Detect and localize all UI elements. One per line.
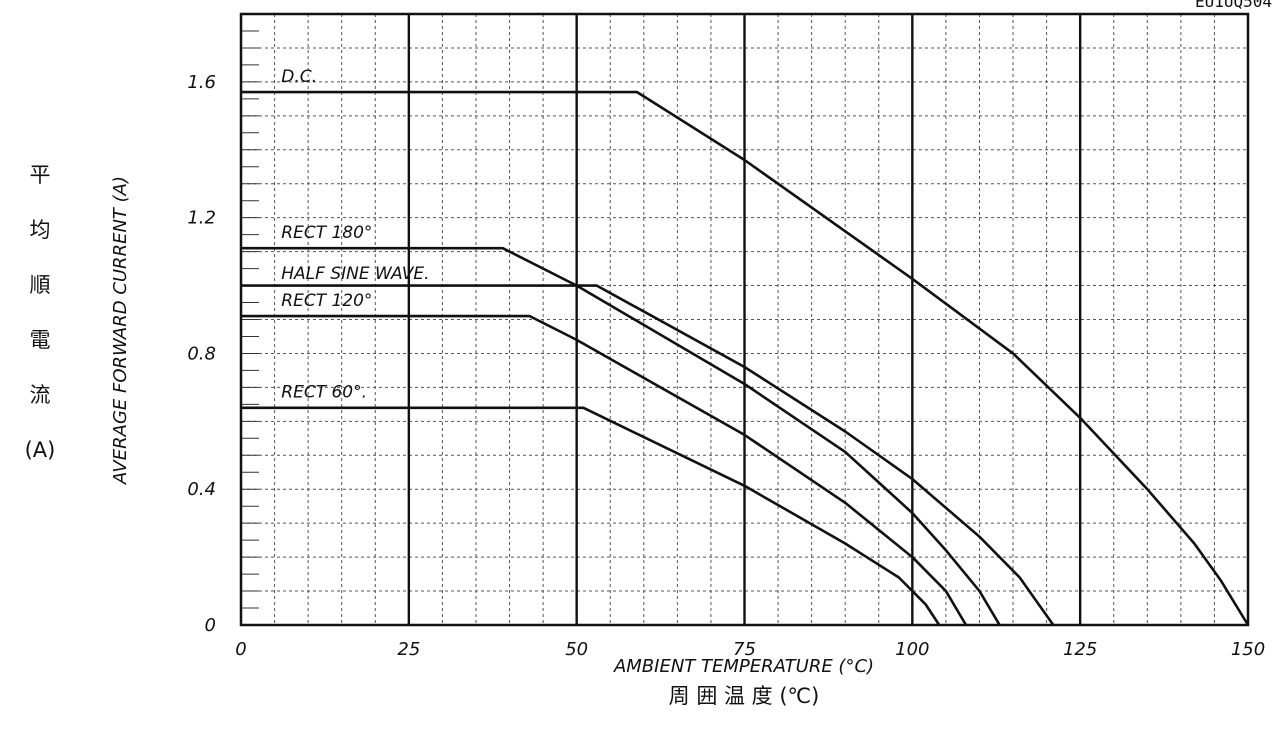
y-axis-title-jp-char-1: 平 bbox=[30, 163, 51, 187]
y-axis-title-jp-char-3: 順 bbox=[30, 273, 51, 297]
x-tick-label: 25 bbox=[397, 639, 420, 660]
y-axis-title-jp-char-4: 電 bbox=[30, 328, 51, 352]
y-axis-title-jp: 平 均 順 電 流 (A) bbox=[25, 163, 56, 462]
series-line-5 bbox=[241, 406, 941, 626]
y-tick-labels: 0 0.4 0.8 1.2 1.6 bbox=[187, 72, 216, 636]
x-tick-label: 75 bbox=[733, 639, 756, 660]
series-label-2: RECT 180° bbox=[281, 223, 372, 243]
series-label-4: RECT 120° bbox=[281, 291, 372, 311]
y-tick-label: 0.8 bbox=[187, 343, 216, 364]
x-tick-label: 50 bbox=[565, 639, 588, 660]
plot-frame bbox=[239, 12, 1250, 627]
series-line-4 bbox=[241, 314, 968, 626]
x-tick-label: 100 bbox=[895, 639, 929, 660]
y-axis-title-jp-char-5: 流 bbox=[30, 383, 51, 407]
x-tick-labels: 0 25 50 75 100 125 150 bbox=[235, 639, 1265, 660]
series-label-layer: D.C. RECT 180° HALF SINE WAVE. RECT 120° REC… bbox=[281, 67, 429, 403]
series-label-3: HALF SINE WAVE. bbox=[281, 264, 429, 284]
x-tick-label: 0 bbox=[235, 639, 246, 660]
y-axis-title-jp-unit: (A) bbox=[25, 438, 56, 462]
series-label-5: RECT 60°. bbox=[281, 383, 367, 403]
y-axis-title: AVERAGE FORWARD CURRENT (A) bbox=[110, 176, 131, 485]
x-axis-title-jp: 周 囲 温 度 (℃) bbox=[669, 684, 820, 708]
series-line-2 bbox=[241, 246, 1001, 626]
y-axis-title-jp-char-2: 均 bbox=[30, 218, 51, 242]
document-code: EU1UQ504 bbox=[1195, 0, 1272, 11]
y-tick-label: 1.2 bbox=[187, 208, 216, 229]
x-tick-label: 125 bbox=[1063, 639, 1097, 660]
series-layer bbox=[241, 90, 1250, 626]
y-tick-label: 1.6 bbox=[187, 72, 216, 93]
minor-grid bbox=[241, 14, 1248, 625]
y-tick-label: 0 bbox=[205, 615, 216, 636]
series-line-3 bbox=[241, 284, 1055, 626]
series-line-1 bbox=[241, 90, 1250, 626]
major-grid bbox=[407, 14, 1082, 625]
series-label-1: D.C. bbox=[281, 67, 317, 87]
y-tick-label: 0.4 bbox=[187, 479, 216, 500]
x-tick-label: 150 bbox=[1231, 639, 1265, 660]
x-axis-title: AMBIENT TEMPERATURE (°C) bbox=[613, 656, 874, 677]
